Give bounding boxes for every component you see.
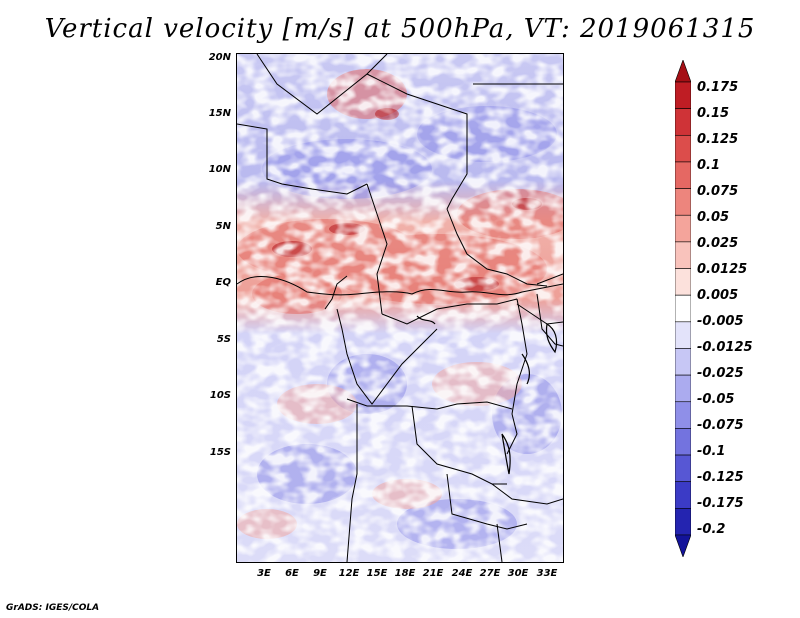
colorbar-label-neg0.0125: -0.0125 [697, 340, 753, 355]
lon-label-24e: 24E [451, 568, 473, 579]
colorbar-label-0.1: 0.1 [697, 158, 721, 173]
colorbar-segment [675, 428, 691, 456]
colorbar [675, 60, 691, 557]
lon-label-27e: 27E [479, 568, 501, 579]
colorbar-label-neg0.2: -0.2 [697, 522, 726, 537]
colorbar-segment [675, 401, 691, 429]
colorbar-segment [675, 81, 691, 109]
lon-label-30e: 30E [507, 568, 529, 579]
lon-label-3e: 3E [257, 568, 271, 579]
colorbar-segment [675, 294, 691, 323]
colorbar-label-neg0.025: -0.025 [697, 366, 744, 381]
lat-label-5n: 5N [215, 221, 231, 232]
colorbar-label-0.05: 0.05 [697, 210, 730, 225]
colorbar-segment [675, 134, 691, 163]
colorbar-segment [675, 108, 691, 136]
colorbar-segment [675, 348, 691, 376]
lat-label-5s: 5S [216, 334, 231, 345]
lat-label-10n: 10N [208, 164, 231, 175]
colorbar-label-0.125: 0.125 [697, 132, 739, 147]
colorbar-segment [675, 481, 691, 509]
colorbar-segment [675, 374, 691, 403]
lat-label-eq: EQ [215, 277, 231, 288]
lake-outlines [416, 315, 558, 475]
colorbar-label-0.15: 0.15 [697, 106, 730, 121]
colorbar-label-neg0.1: -0.1 [697, 444, 726, 459]
colorbar-segment [675, 161, 691, 189]
lat-label-15n: 15N [208, 108, 231, 119]
lon-label-15e: 15E [366, 568, 388, 579]
lat-label-10s: 10S [209, 390, 231, 401]
colorbar-segment [675, 214, 691, 243]
country-boundaries [237, 54, 563, 562]
colorbar-segment [675, 241, 691, 269]
colorbar-label-neg0.005: -0.005 [697, 314, 744, 329]
colorbar-segment [675, 268, 691, 296]
contour-speckle [237, 54, 563, 562]
lat-label-20n: 20N [208, 52, 231, 63]
colorbar-label-0.075: 0.075 [697, 184, 739, 199]
colorbar-label-neg0.175: -0.175 [697, 496, 744, 511]
map-panel [236, 53, 564, 563]
map-field [237, 54, 563, 562]
colorbar-segment [675, 188, 691, 216]
grads-credit: GrADS: IGES/COLA [6, 603, 100, 613]
colorbar-segment [675, 321, 691, 349]
lon-label-33e: 33E [536, 568, 558, 579]
colorbar-label-0.025: 0.025 [697, 236, 739, 251]
colorbar-segment [675, 60, 691, 83]
lon-label-18e: 18E [394, 568, 416, 579]
map-title: Vertical velocity [m/s] at 500hPa, VT: 2… [44, 14, 756, 44]
colorbar-label-neg0.075: -0.075 [697, 418, 744, 433]
lat-label-15s: 15S [209, 447, 231, 458]
colorbar-label-0.005: 0.005 [697, 288, 739, 303]
colorbar-segments [675, 60, 691, 557]
lon-label-6e: 6E [285, 568, 299, 579]
colorbar-segment [675, 454, 691, 483]
colorbar-label-0.175: 0.175 [697, 80, 739, 95]
colorbar-segment [675, 508, 691, 536]
lon-label-12e: 12E [338, 568, 360, 579]
colorbar-label-0.0125: 0.0125 [697, 262, 748, 277]
colorbar-label-neg0.125: -0.125 [697, 470, 744, 485]
lon-label-9e: 9E [313, 568, 327, 579]
colorbar-label-neg0.05: -0.05 [697, 392, 735, 407]
lon-label-21e: 21E [422, 568, 444, 579]
colorbar-segment [675, 534, 691, 557]
